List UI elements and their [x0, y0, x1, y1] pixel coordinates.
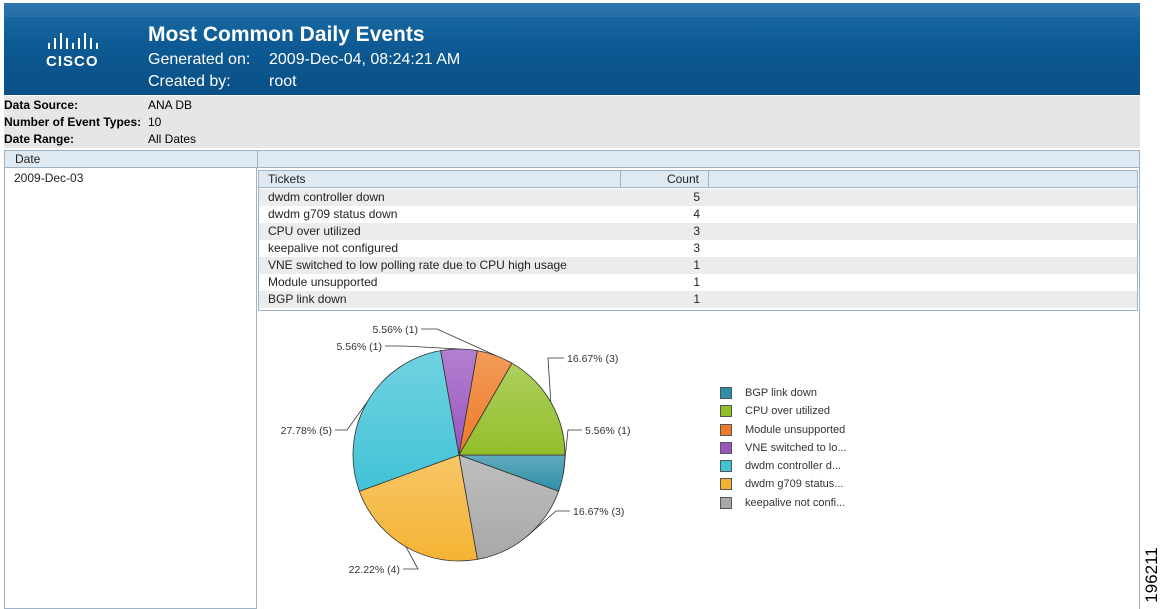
- pie-leader-line: [526, 510, 570, 537]
- created-row: Created by: root: [148, 73, 297, 91]
- figure-id: 196211: [1142, 546, 1161, 603]
- legend-swatch: [720, 496, 732, 509]
- date-header: Date: [4, 150, 1140, 168]
- column-header-count[interactable]: Count: [621, 171, 709, 188]
- created-value: root: [269, 73, 297, 90]
- ticket-count: 3: [693, 224, 700, 238]
- pie-slice-dwdm-controller-d: [352, 350, 460, 492]
- report-title: Most Common Daily Events: [148, 23, 425, 46]
- pie-leader-line: [335, 401, 368, 431]
- info-label: Date Range:: [4, 132, 75, 146]
- row-stripe: [709, 189, 1137, 206]
- cisco-logo-bars-icon: [48, 33, 116, 49]
- legend-label: CPU over utilized: [745, 405, 830, 418]
- legend-label: keepalive not confi...: [745, 496, 846, 509]
- row-stripe: [709, 257, 1137, 274]
- legend-label: VNE switched to lo...: [745, 441, 847, 454]
- generated-value: 2009-Dec-04, 08:24:21 AM: [269, 51, 461, 68]
- info-label: Number of Event Types:: [4, 115, 142, 129]
- generated-row: Generated on: 2009-Dec-04, 08:24:21 AM: [148, 51, 460, 69]
- ticket-count: 1: [693, 275, 700, 289]
- report-header: CISCO Most Common Daily Events Generated…: [4, 3, 1140, 95]
- pie-data-label: 22.22% (4): [349, 564, 400, 576]
- info-label: Data Source:: [4, 98, 79, 112]
- pie-data-label: 5.56% (1): [585, 425, 631, 437]
- legend-label: Module unsupported: [745, 423, 846, 436]
- pie-slice-dwdm-g709-status: [358, 454, 478, 562]
- pie-data-label: 5.56% (1): [336, 341, 382, 353]
- table-row: VNE switched to low polling rate due to …: [259, 257, 709, 274]
- table-row: dwdm controller down 5: [259, 189, 709, 206]
- ticket-count: 1: [693, 292, 700, 306]
- legend-swatch: [720, 460, 732, 473]
- pie-data-label: 16.67% (3): [567, 353, 618, 365]
- info-value: All Dates: [148, 132, 197, 146]
- ticket-name: Module unsupported: [268, 275, 378, 289]
- ticket-name: CPU over utilized: [268, 224, 361, 238]
- table-row: CPU over utilized 3: [259, 223, 709, 240]
- legend-swatch: [720, 387, 732, 399]
- generated-label: Generated on:: [148, 51, 251, 68]
- ticket-name: BGP link down: [268, 292, 347, 306]
- tickets-table: Tickets Count dwdm controller down 5 dwdm…: [258, 170, 1138, 311]
- legend-swatch: [720, 405, 732, 418]
- legend-label: dwdm controller d...: [745, 460, 841, 473]
- cisco-logo: CISCO: [46, 33, 116, 73]
- cisco-logo-text: CISCO: [46, 53, 99, 70]
- ticket-name: dwdm controller down: [268, 190, 385, 204]
- date-header-divider: [257, 151, 258, 167]
- table-row: dwdm g709 status down 4: [259, 206, 709, 223]
- ticket-name: dwdm g709 status down: [268, 207, 398, 221]
- pie-leader-line: [547, 357, 564, 403]
- pie-data-label: 5.56% (1): [372, 324, 418, 336]
- info-value: ANA DB: [148, 98, 193, 112]
- date-cell: 2009-Dec-03: [14, 171, 84, 185]
- ticket-count: 5: [693, 190, 700, 204]
- column-header-blank: [709, 171, 1137, 188]
- ticket-count: 4: [693, 207, 700, 221]
- legend-swatch: [720, 478, 732, 491]
- ticket-name: VNE switched to low polling rate due to …: [268, 258, 567, 272]
- pie-leader-line: [385, 345, 460, 350]
- date-header-label: Date: [15, 152, 41, 166]
- pie-leader-line: [563, 429, 582, 474]
- info-value: 10: [148, 115, 162, 129]
- row-stripe: [709, 291, 1137, 308]
- table-row: keepalive not configured 3: [259, 240, 709, 257]
- results-pane: [256, 168, 1140, 609]
- ticket-count: 1: [693, 258, 700, 272]
- table-row: BGP link down 1: [259, 291, 709, 308]
- legend-swatch: [720, 423, 732, 436]
- header-stripe: [4, 3, 1140, 17]
- legend-swatch: [720, 441, 732, 454]
- report-info: Data Source: ANA DB Number of Event Types…: [4, 96, 1140, 148]
- pie-leader-line: [421, 328, 496, 356]
- pie-slice-cpu-over-utilized: [458, 362, 566, 456]
- legend-label: dwdm g709 status...: [745, 478, 844, 491]
- pie-data-label: 27.78% (5): [281, 425, 332, 437]
- pie-data-label: 16.67% (3): [573, 506, 624, 518]
- created-label: Created by:: [148, 73, 231, 90]
- column-header-tickets[interactable]: Tickets: [259, 171, 621, 188]
- ticket-name: keepalive not configured: [268, 241, 399, 255]
- row-stripe: [709, 223, 1137, 240]
- ticket-count: 3: [693, 241, 700, 255]
- pie-leader-line: [403, 546, 419, 570]
- table-row: Module unsupported 1: [259, 274, 709, 291]
- legend-label: BGP link down: [745, 387, 817, 399]
